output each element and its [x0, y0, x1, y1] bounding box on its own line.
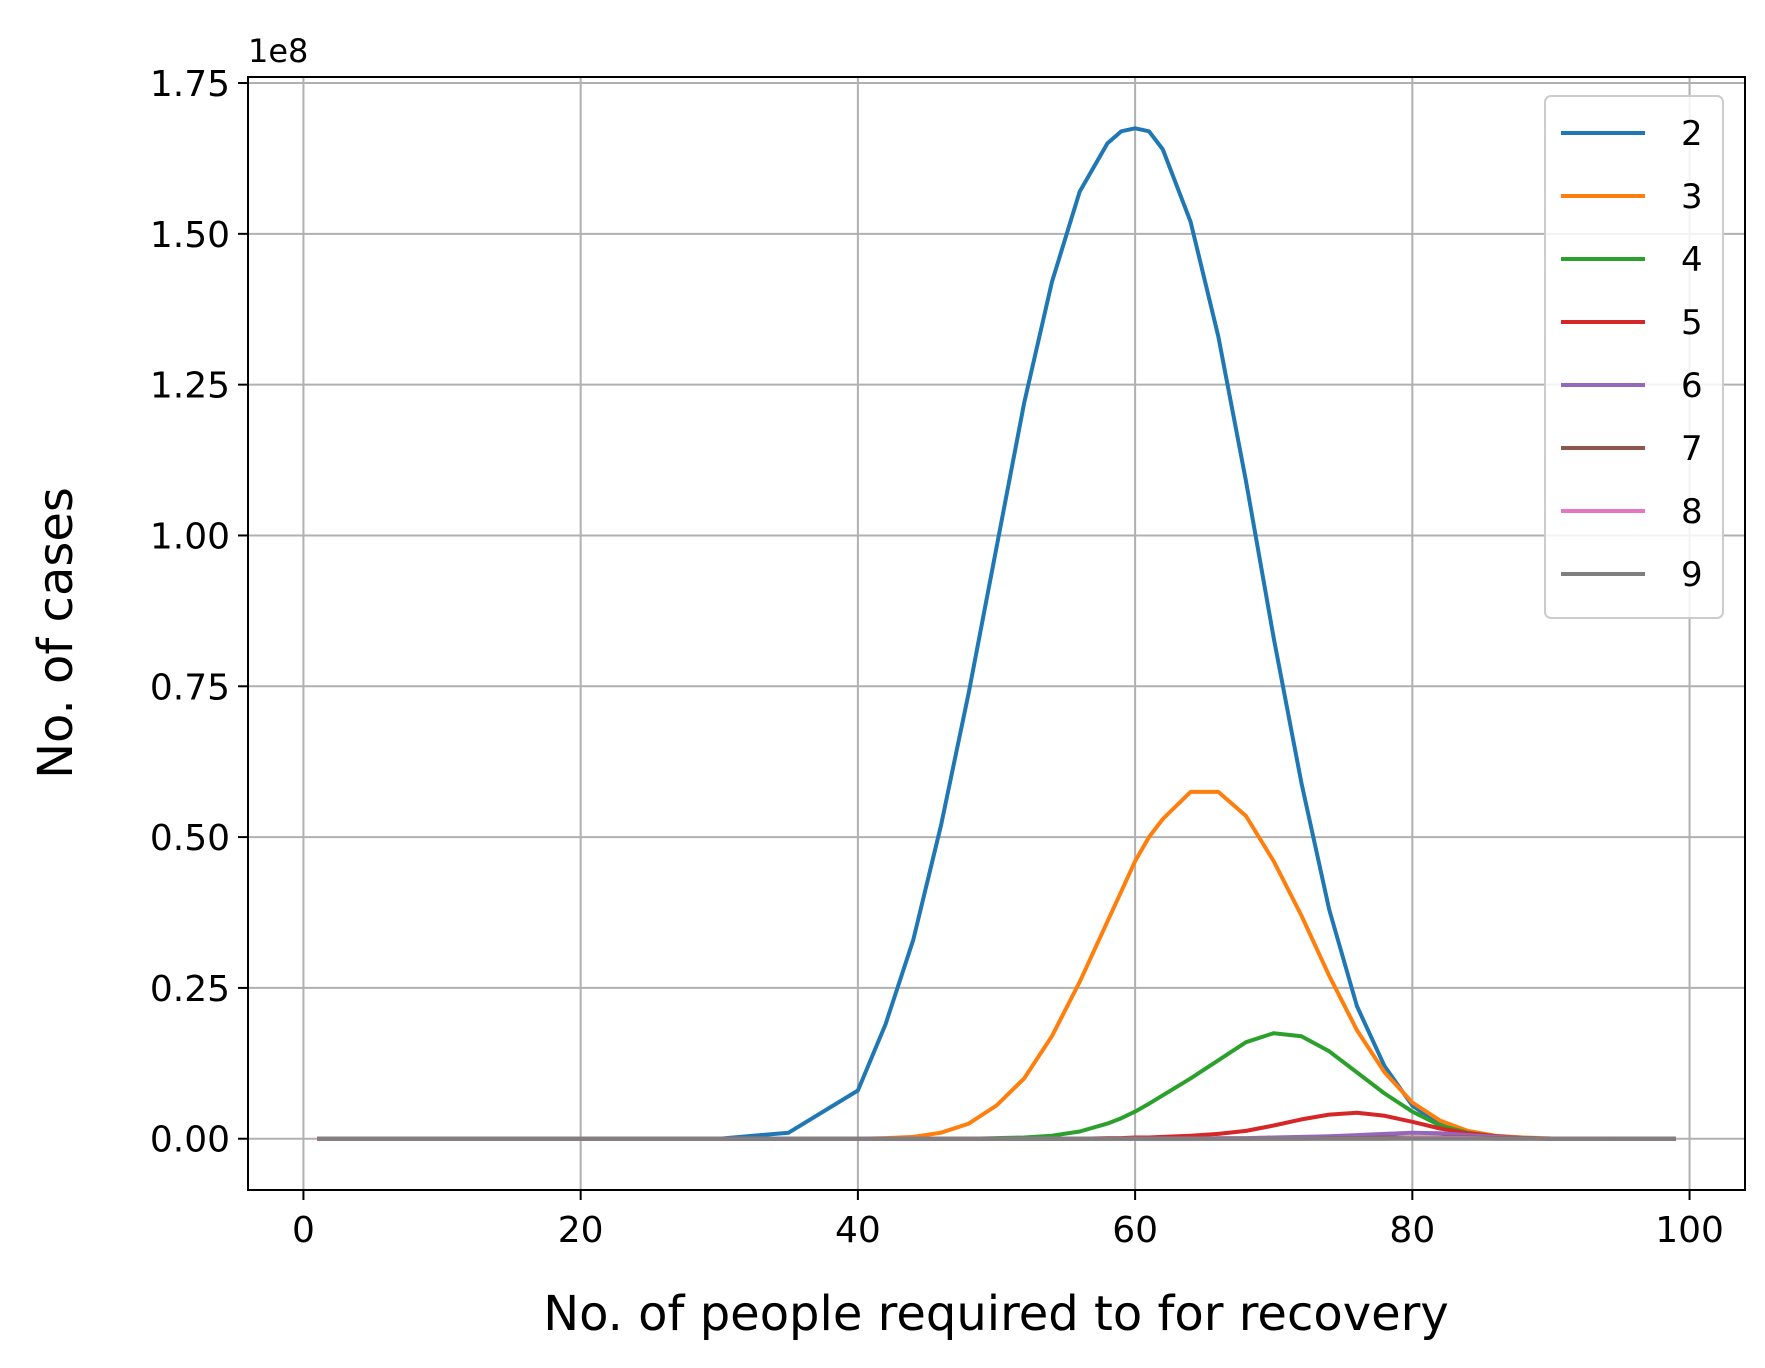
y-tick-label: 0.25 — [150, 969, 230, 1010]
legend-frame — [1544, 95, 1724, 619]
legend-label-4: 4 — [1681, 240, 1703, 280]
x-tick-label: 80 — [1389, 1210, 1435, 1251]
y-tick-label: 1.25 — [150, 366, 230, 407]
legend-label-7: 7 — [1681, 429, 1703, 469]
y-tick-label: 1.00 — [150, 516, 230, 557]
series-line-3 — [317, 789, 1676, 1141]
legend-label-9: 9 — [1681, 555, 1703, 595]
legend-label-8: 8 — [1681, 492, 1703, 532]
y-tick-label: 1.50 — [150, 215, 230, 256]
x-tick-label: 20 — [558, 1210, 604, 1251]
series-layer — [317, 126, 1676, 1141]
y-offset-label: 1e8 — [248, 32, 308, 70]
x-tick-label: 60 — [1112, 1210, 1158, 1251]
legend-label-2: 2 — [1681, 114, 1703, 154]
x-axis: 0 20 40 60 80 100 — [292, 1190, 1724, 1251]
plot-area-frame — [247, 76, 1746, 1191]
y-tick-label: 0.00 — [150, 1120, 230, 1161]
x-axis-label: No. of people required to for recovery — [543, 1286, 1449, 1342]
y-tick-label: 0.75 — [150, 667, 230, 708]
x-tick-label: 0 — [292, 1210, 315, 1251]
legend-label-6: 6 — [1681, 366, 1703, 406]
legend-label-5: 5 — [1681, 303, 1703, 343]
x-tick-label: 100 — [1655, 1210, 1724, 1251]
legend: 2 3 4 5 6 7 8 9 — [1544, 95, 1724, 619]
y-axis: 0.00 0.25 0.50 0.75 1.00 1.25 1.50 1.75 — [150, 64, 248, 1161]
y-axis-label: No. of cases — [28, 487, 84, 779]
y-tick-label: 1.75 — [150, 64, 230, 105]
x-tick-label: 40 — [835, 1210, 881, 1251]
y-tick-label: 0.50 — [150, 818, 230, 859]
legend-label-3: 3 — [1681, 177, 1703, 217]
